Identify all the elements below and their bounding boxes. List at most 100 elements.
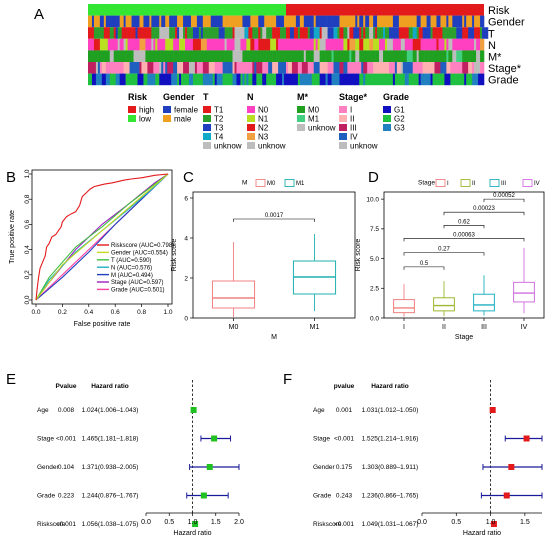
forest-row-label: Age <box>313 407 325 414</box>
legend-swatch <box>163 115 171 122</box>
heatmap-cell <box>398 27 404 39</box>
forest-pvalue: 0.243 <box>336 493 353 500</box>
heatmap-cell <box>119 38 124 51</box>
heatmap-cell <box>254 62 257 74</box>
roc-series-line <box>35 173 169 301</box>
heatmap-cell <box>424 38 431 51</box>
heatmap-cell <box>105 50 111 62</box>
heatmap-cell <box>432 73 439 86</box>
heatmap-cell <box>157 27 160 39</box>
legend-swatch <box>339 115 347 122</box>
forest-x-tick-label: 0.5 <box>451 519 461 526</box>
heatmap-cell <box>161 62 164 74</box>
heatmap-cell <box>153 38 156 51</box>
heatmap-cell <box>371 73 378 86</box>
forest-row-label: Riskscore <box>37 521 66 528</box>
legend-swatch <box>203 142 211 149</box>
heatmap-cell <box>109 50 115 62</box>
heatmap-cell <box>480 62 485 74</box>
heatmap-cell <box>270 50 273 62</box>
box-legend-label: I <box>447 181 449 187</box>
heatmap-cell <box>345 50 350 62</box>
heatmap-cell <box>232 73 235 86</box>
legend-swatch <box>297 115 305 122</box>
heatmap-cell <box>105 15 111 28</box>
heatmap-cell <box>293 73 297 86</box>
legend-swatch <box>203 106 211 113</box>
heatmap-cell <box>333 50 340 62</box>
legend-swatch <box>203 124 211 131</box>
heatmap-cell <box>319 73 326 86</box>
box-y-tick-label: 0 <box>184 315 188 322</box>
roc-legend-label: Stage (AUC=0.597) <box>111 280 164 286</box>
heatmap-cell <box>208 38 216 51</box>
heatmap-cell <box>331 15 336 28</box>
legend-swatch <box>163 106 171 113</box>
heatmap-cell <box>187 27 194 39</box>
heatmap-cell <box>143 27 148 39</box>
heatmap-cell <box>309 15 315 28</box>
heatmap-cell <box>381 73 386 86</box>
heatmap-cell <box>200 27 204 39</box>
roc-legend-label: Riskscore (AUC=0.798) <box>111 243 174 249</box>
heatmap-cell <box>183 73 190 86</box>
heatmap-cell <box>377 27 380 39</box>
heatmap-cell <box>214 15 217 28</box>
comparison-pvalue: 0.5 <box>420 261 429 267</box>
heatmap-cell <box>286 27 291 39</box>
heatmap-cell <box>313 15 316 28</box>
heatmap-cell <box>258 38 265 51</box>
heatmap-cell <box>276 50 279 62</box>
heatmap-cell <box>355 38 360 51</box>
comparison-bracket <box>233 218 315 222</box>
heatmap-cell <box>321 62 328 74</box>
heatmap-cell <box>232 27 235 39</box>
heatmap-cell <box>105 62 113 74</box>
heatmap-cell <box>377 73 382 86</box>
heatmap-cell <box>185 27 188 39</box>
forest-hr-text: 1.049(1.031–1.067) <box>362 521 419 528</box>
heatmap-cell <box>392 73 396 86</box>
heatmap-cell <box>478 73 483 86</box>
forest-x-axis-label: Hazard ratio <box>463 530 501 536</box>
heatmap-cell <box>470 73 473 86</box>
heatmap-cell <box>305 38 313 51</box>
heatmap-cell <box>95 73 103 86</box>
heatmap-cell <box>450 73 455 86</box>
legend-label: T2 <box>214 115 224 124</box>
comparison-pvalue: 0.27 <box>438 247 450 253</box>
heatmap-cell <box>412 27 417 39</box>
heatmap-cell <box>349 38 356 51</box>
heatmap-cell <box>474 62 481 74</box>
box-y-tick-label: 5.0 <box>370 256 379 263</box>
forest-pvalue: <0.001 <box>334 521 354 528</box>
heatmap-cell <box>196 38 202 51</box>
legend-swatch <box>383 115 391 122</box>
heatmap-cell <box>456 27 459 39</box>
heatmap-cell <box>214 50 221 62</box>
heatmap-cell <box>105 73 111 86</box>
heatmap-cell <box>202 73 208 86</box>
forest-pvalue: <0.001 <box>56 521 76 528</box>
heatmap-cell <box>97 15 101 28</box>
heatmap-cell <box>177 62 184 74</box>
roc-x-tick-label: 1.0 <box>163 309 172 316</box>
heatmap-cell <box>169 27 176 39</box>
comparison-pvalue: 0.62 <box>458 219 470 225</box>
heatmap-cell <box>400 73 406 86</box>
forest-hr-text: 1.371(0.938–2.005) <box>82 464 139 471</box>
heatmap-cell <box>402 27 410 39</box>
heatmap-cell <box>202 15 208 28</box>
heatmap-cell <box>335 15 340 28</box>
box-legend-key <box>284 179 295 187</box>
heatmap-cell <box>353 50 356 62</box>
heatmap-cell <box>192 38 198 51</box>
heatmap-cell <box>351 50 354 62</box>
heatmap-cell <box>359 38 364 51</box>
legend-title: Stage* <box>339 92 368 102</box>
heatmap-cell <box>262 50 269 62</box>
legend-label: N0 <box>258 106 269 115</box>
heatmap-cell <box>188 73 194 86</box>
heatmap-cell <box>143 73 148 86</box>
heatmap-cell <box>464 73 467 86</box>
